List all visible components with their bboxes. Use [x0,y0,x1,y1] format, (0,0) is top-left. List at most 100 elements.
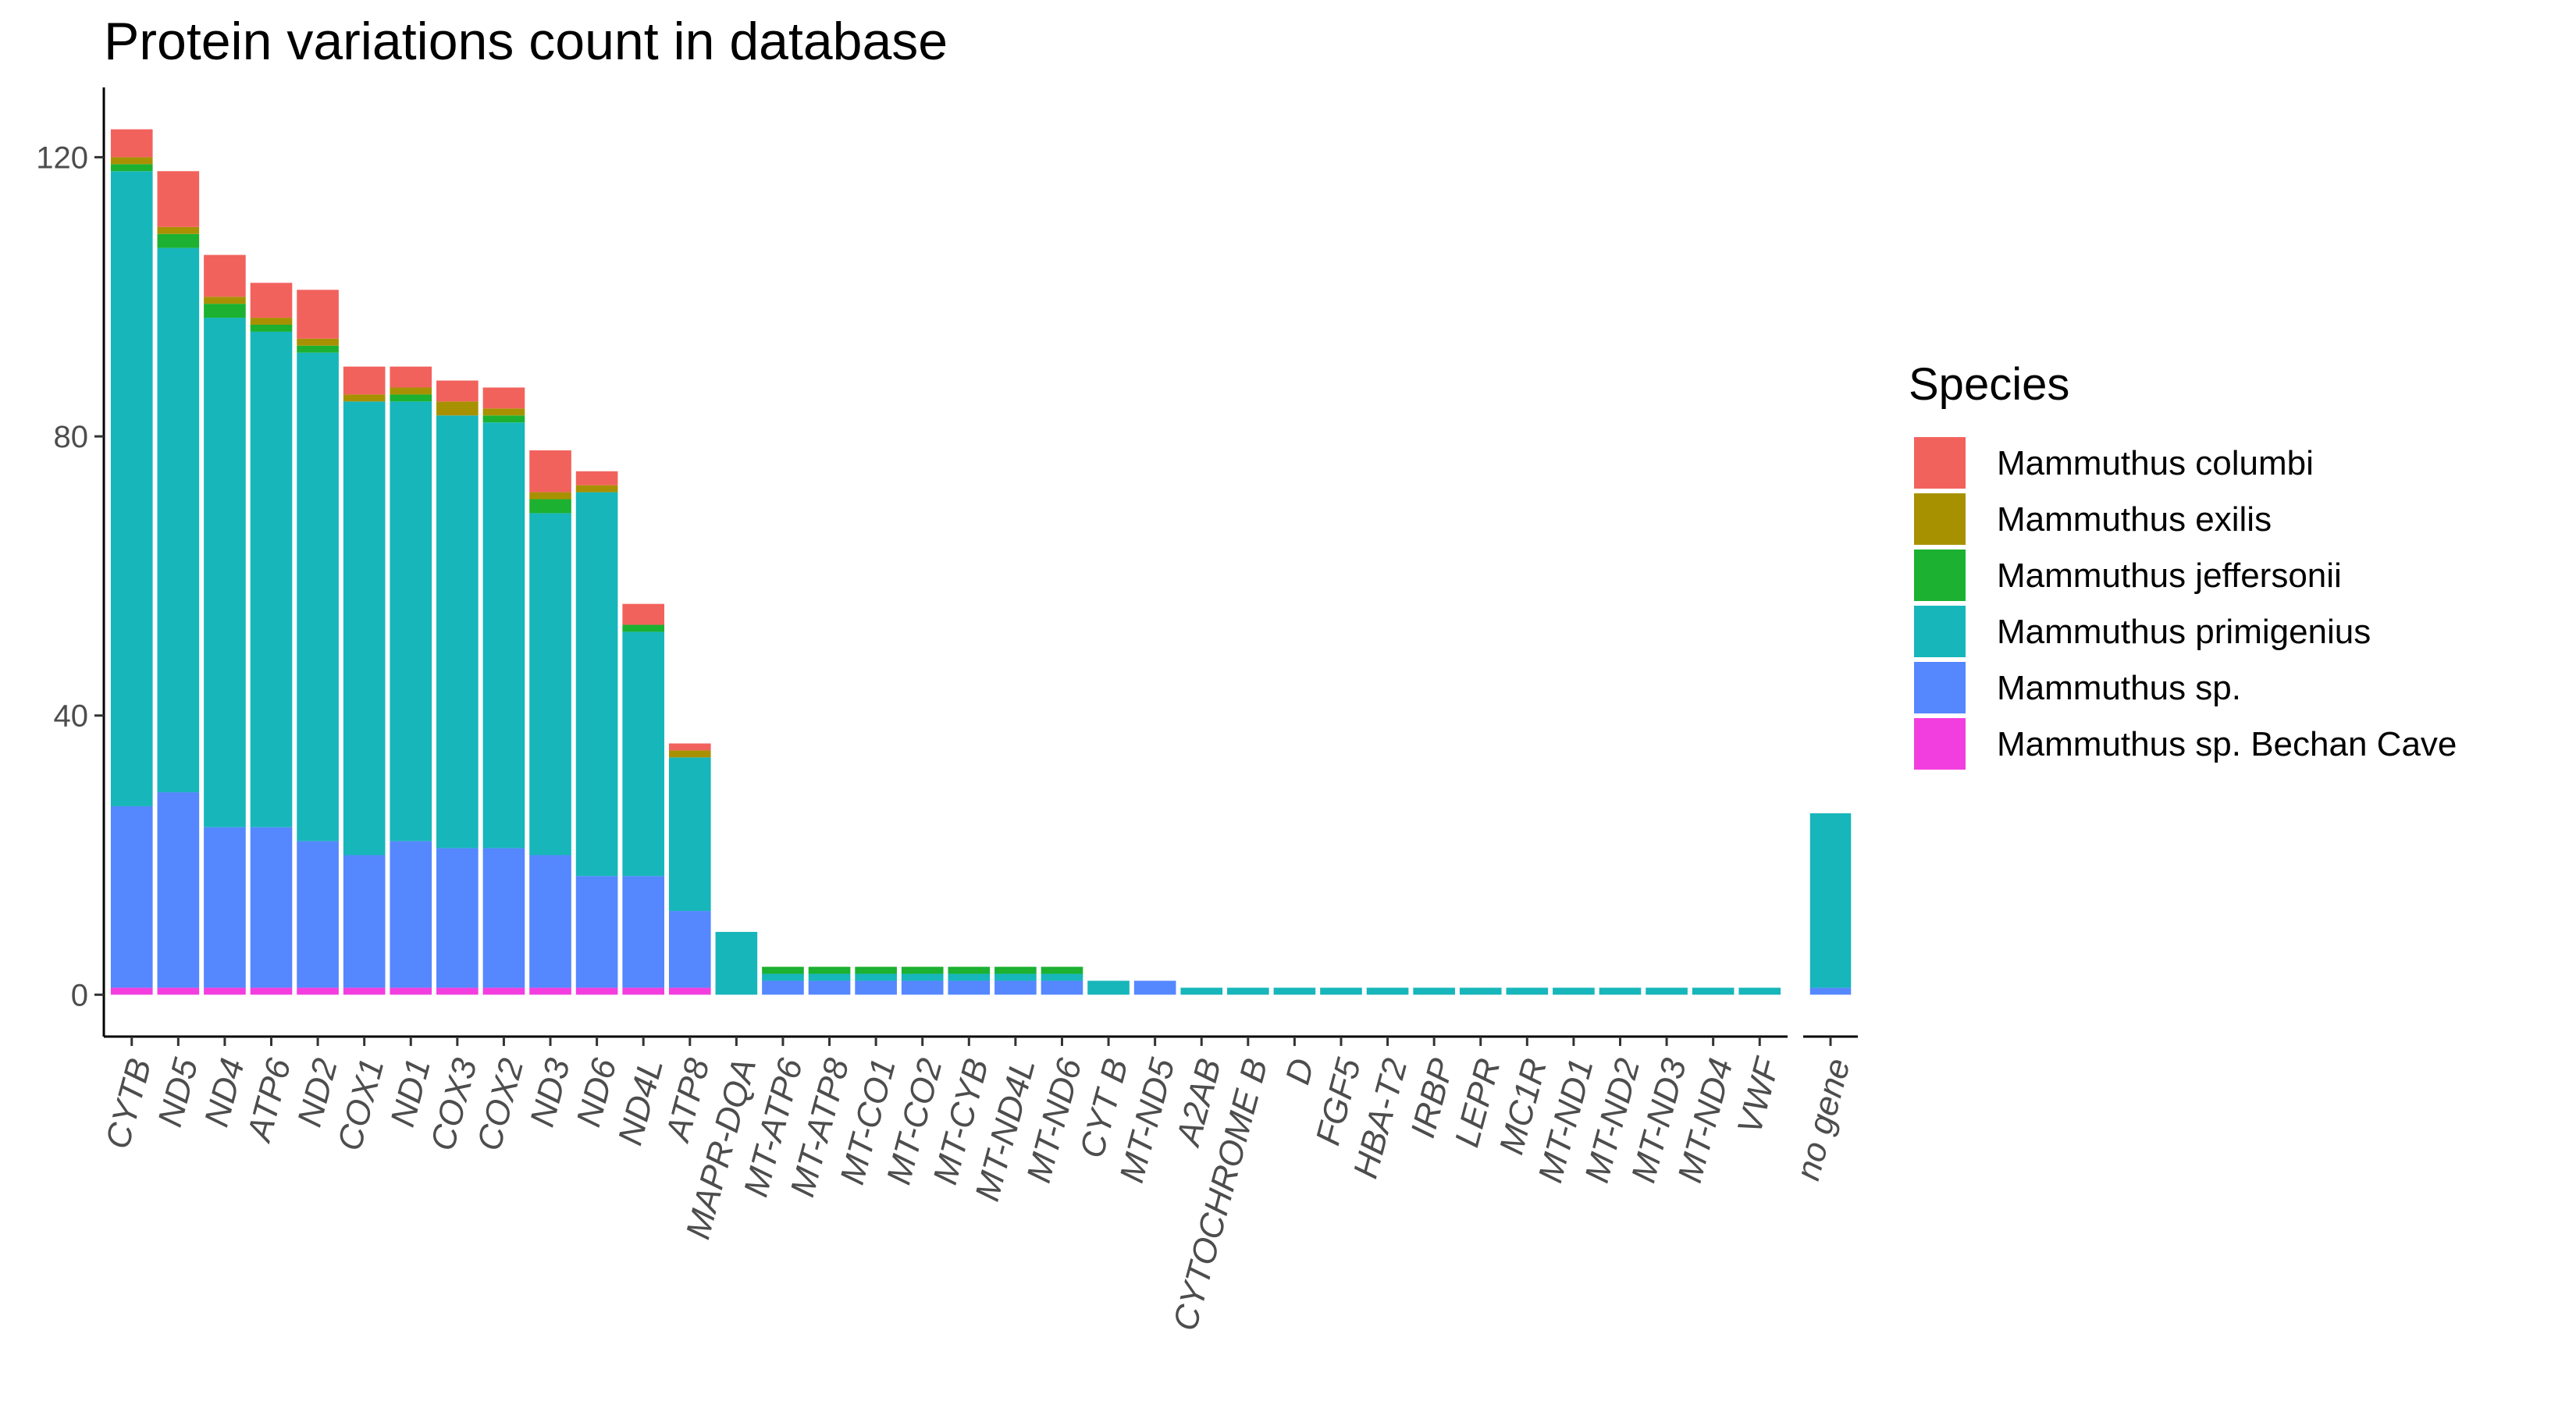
bar-atp6-mammuthus-sp-bechan-cave [250,987,293,995]
bar-nd5-mammuthus-sp [157,792,200,988]
bar-nd1-mammuthus-jeffersonii [390,394,432,402]
bar-nd2-mammuthus-sp-bechan-cave [297,987,339,995]
bar-nd5-mammuthus-exilis [157,226,200,234]
bar-mt-atp6-mammuthus-sp [762,980,804,995]
bar-atp6-mammuthus-sp [250,827,293,988]
bar-mt-nd4-mammuthus-primigenius [1692,987,1735,995]
bar-atp6-mammuthus-exilis [250,318,293,325]
bar-nd3-mammuthus-sp [529,855,571,988]
bar-no-gene-mammuthus-primigenius [1809,813,1852,988]
legend-key-mammuthus-exilis [1914,493,1966,545]
bar-nd3-mammuthus-sp-bechan-cave [529,987,571,995]
bar-atp8-mammuthus-sp-bechan-cave [668,987,711,995]
bar-irbp-mammuthus-primigenius [1413,987,1455,995]
bar-mt-co2-mammuthus-primigenius [901,973,944,981]
bar-no-gene-mammuthus-sp [1809,987,1852,995]
bar-nd2-mammuthus-jeffersonii [297,345,339,353]
bar-cox2-mammuthus-sp [482,848,525,988]
bar-mt-atp8-mammuthus-primigenius [808,973,851,981]
bar-mt-nd1-mammuthus-primigenius [1553,987,1595,995]
y-tick-label: 0 [71,978,88,1012]
bar-vwf-mammuthus-primigenius [1738,987,1781,995]
bar-cytb-mammuthus-sp [110,806,153,988]
legend-key-mammuthus-jeffersonii [1914,550,1966,601]
bar-nd6-mammuthus-sp-bechan-cave [575,987,618,995]
bar-nd4l-mammuthus-columbi [622,603,665,625]
bar-mapr-dqa-mammuthus-primigenius [715,931,758,995]
bar-mt-atp8-mammuthus-sp [808,980,851,995]
bar-d-mammuthus-primigenius [1273,987,1316,995]
bar-cox2-mammuthus-exilis [482,408,525,416]
bar-mt-nd6-mammuthus-sp [1041,980,1083,995]
x-tick-label: no gene [1788,1055,1857,1184]
bar-nd1-mammuthus-primigenius [390,401,432,841]
bar-nd3-mammuthus-exilis [529,492,571,500]
bar-atp6-mammuthus-primigenius [250,331,293,827]
bar-nd2-mammuthus-primigenius [297,352,339,841]
legend-key-mammuthus-sp-bechan-cave [1914,718,1966,770]
bar-nd5-mammuthus-sp-bechan-cave [157,987,200,995]
bar-nd4l-mammuthus-jeffersonii [622,624,665,632]
bar-mt-co2-mammuthus-sp [901,980,944,995]
legend-label-mammuthus-jeffersonii: Mammuthus jeffersonii [1997,557,2342,595]
bar-mt-nd4l-mammuthus-sp [994,980,1037,995]
bar-nd4l-mammuthus-primigenius [622,631,665,877]
bar-nd2-mammuthus-exilis [297,338,339,346]
legend-key-mammuthus-sp [1914,662,1966,713]
legend-label-mammuthus-primigenius: Mammuthus primigenius [1997,613,2371,651]
bar-atp8-mammuthus-exilis [668,750,711,758]
bar-cox1-mammuthus-exilis [343,394,386,402]
bar-mt-nd4l-mammuthus-jeffersonii [994,966,1037,974]
bar-atp8-mammuthus-primigenius [668,757,711,912]
legend-label-mammuthus-sp: Mammuthus sp. [1997,669,2241,707]
bar-cox3-mammuthus-exilis [436,401,479,416]
bar-cox1-mammuthus-sp [343,855,386,988]
bar-mt-nd6-mammuthus-jeffersonii [1041,966,1083,974]
bar-nd3-mammuthus-primigenius [529,513,571,855]
bar-cox2-mammuthus-primigenius [482,422,525,848]
bar-cyt-b-mammuthus-primigenius [1087,980,1130,995]
bars-layer [110,129,1852,995]
bar-nd5-mammuthus-jeffersonii [157,233,200,248]
y-tick-label: 120 [36,140,88,175]
bar-fgf5-mammuthus-primigenius [1320,987,1362,995]
legend-label-mammuthus-exilis: Mammuthus exilis [1997,500,2272,539]
bar-cytb-mammuthus-jeffersonii [110,164,153,172]
bar-nd4-mammuthus-primigenius [204,318,246,827]
bar-nd1-mammuthus-exilis [390,387,432,395]
bar-nd6-mammuthus-primigenius [575,492,618,877]
bar-mt-nd4l-mammuthus-primigenius [994,973,1037,981]
bar-mt-nd6-mammuthus-primigenius [1041,973,1083,981]
x-tick-label: CYTB [98,1055,159,1153]
bar-mt-cyb-mammuthus-jeffersonii [948,966,991,974]
bar-a2ab-mammuthus-primigenius [1180,987,1223,995]
bar-mt-co1-mammuthus-primigenius [855,973,897,981]
legend-label-mammuthus-sp-bechan-cave: Mammuthus sp. Bechan Cave [1997,725,2457,763]
bar-nd4-mammuthus-jeffersonii [204,304,246,318]
bar-nd4-mammuthus-sp [204,827,246,988]
bar-hba-t2-mammuthus-primigenius [1366,987,1409,995]
bar-cytb-mammuthus-columbi [110,129,153,158]
y-tick-label: 40 [54,699,89,734]
bar-cox1-mammuthus-columbi [343,366,386,395]
bar-mt-nd3-mammuthus-primigenius [1646,987,1688,995]
bar-nd4-mammuthus-columbi [204,254,246,297]
bar-mt-cyb-mammuthus-primigenius [948,973,991,981]
bar-nd1-mammuthus-columbi [390,366,432,388]
bar-cox3-mammuthus-sp [436,848,479,988]
bar-nd6-mammuthus-exilis [575,485,618,493]
legend-title: Species [1909,359,2069,410]
legend-key-mammuthus-primigenius [1914,606,1966,657]
legend-label-mammuthus-columbi: Mammuthus columbi [1997,444,2314,482]
bar-cox2-mammuthus-jeffersonii [482,415,525,423]
bar-cox2-mammuthus-sp-bechan-cave [482,987,525,995]
legend-key-mammuthus-columbi [1914,437,1966,489]
bar-nd5-mammuthus-primigenius [157,247,200,793]
bar-cox3-mammuthus-sp-bechan-cave [436,987,479,995]
bar-mt-cyb-mammuthus-sp [948,980,991,995]
bar-cox1-mammuthus-primigenius [343,401,386,855]
bar-nd5-mammuthus-columbi [157,171,200,227]
bar-nd4l-mammuthus-sp-bechan-cave [622,987,665,995]
x-tick-label: D [1279,1055,1322,1088]
bar-nd6-mammuthus-columbi [575,471,618,486]
